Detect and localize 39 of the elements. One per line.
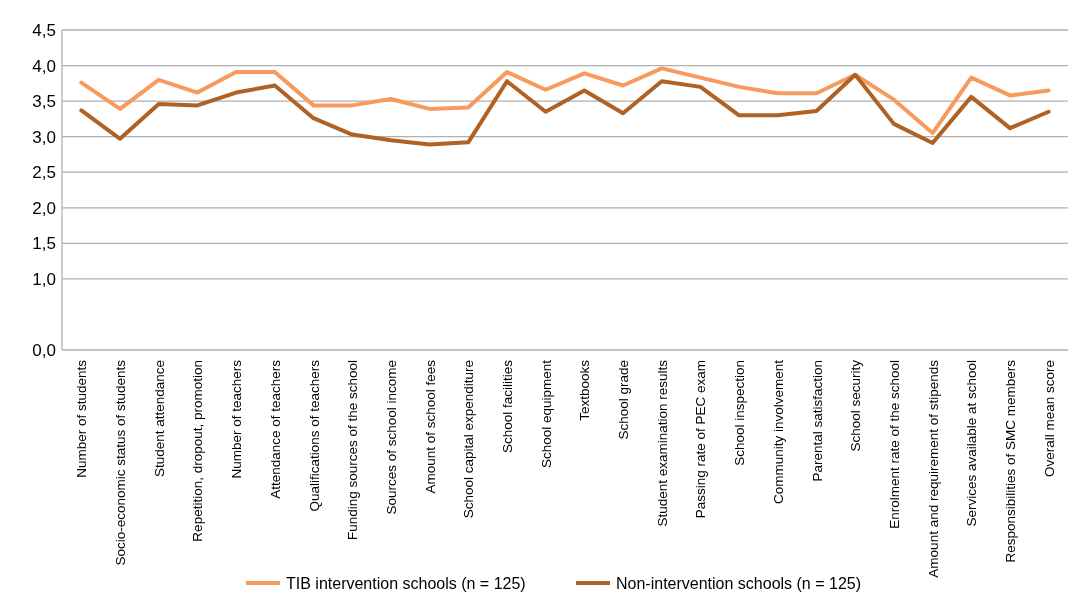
y-tick-label: 1,0 [32, 269, 56, 289]
x-tick-label: Services available at school [964, 360, 980, 527]
x-tick-label: Textbooks [577, 359, 593, 421]
y-tick-label: 2,5 [32, 163, 56, 183]
line-series [79, 72, 1051, 147]
x-tick-label: School equipment [538, 359, 554, 469]
x-tick-label: School capital expenditure [461, 360, 477, 519]
y-tick-label: 1,5 [32, 234, 56, 254]
legend-label: Non-intervention schools (n = 125) [616, 574, 862, 592]
y-tick-label: 4,0 [32, 56, 56, 76]
x-tick-label: Responsibilities of SMC members [1002, 359, 1018, 563]
x-tick-label: School security [848, 359, 864, 452]
x-tick-label: Sources of school income [383, 360, 399, 515]
x-tick-label: Student examination results [654, 359, 670, 527]
x-tick-label: Amount of school fees [422, 359, 438, 494]
x-tick-label: Funding sources of the school [345, 360, 361, 541]
y-tick-label: 2,0 [32, 198, 56, 218]
x-tick-label: School inspection [732, 360, 748, 466]
y-tick-label: 4,5 [32, 20, 56, 40]
x-tick-label: Number of students [74, 359, 90, 478]
x-tick-label: Passing rate of PEC exam [693, 360, 709, 519]
y-tick-label: 0,0 [32, 340, 56, 360]
x-tick-label: Enrolment rate of the school [886, 360, 902, 529]
x-tick-label: School grade [616, 360, 632, 440]
x-tick-label: Amount and requirement of stipends [925, 359, 941, 578]
x-tick-label: Parental satisfaction [809, 360, 825, 482]
legend-label: TIB intervention schools (n = 125) [286, 574, 526, 592]
x-tick-label: Community involvement [770, 359, 786, 505]
y-tick-label: 3,0 [32, 127, 56, 147]
x-tick-label: Qualifications of teachers [306, 359, 322, 512]
x-tick-label: Repetition, dropout, promotion [190, 360, 206, 542]
x-tick-label: Overall mean score [1041, 360, 1057, 478]
x-tick-label: Student attendance [151, 360, 167, 478]
x-tick-label: Number of teachers [229, 359, 245, 479]
x-tick-label: Attendance of teachers [267, 359, 283, 499]
x-tick-label: Socio-economic status of students [113, 359, 129, 566]
line-series [79, 66, 1051, 136]
y-tick-label: 3,5 [32, 92, 56, 112]
x-tick-label: School facilities [499, 359, 515, 454]
